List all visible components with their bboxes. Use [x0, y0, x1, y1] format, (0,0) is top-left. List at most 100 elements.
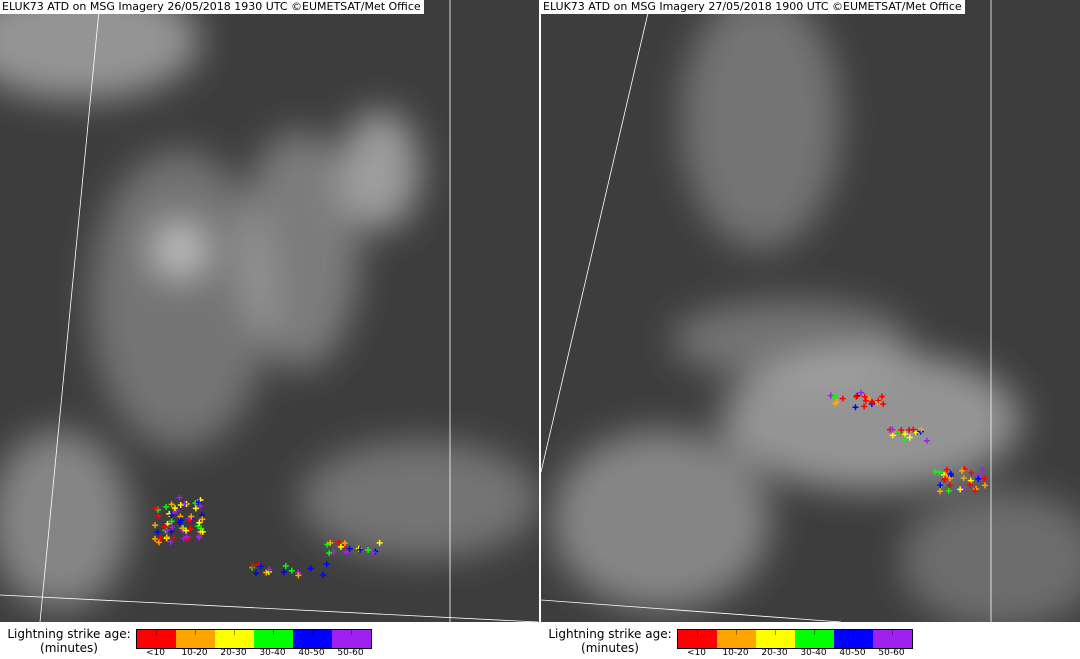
- lightning-strike-marker: [972, 488, 979, 495]
- lightning-strike-marker: [979, 466, 986, 473]
- lightning-strike-marker: [249, 562, 256, 569]
- satellite-image: [541, 0, 1080, 622]
- lightning-strike-marker: [861, 403, 868, 410]
- lightning-strike-marker: [196, 519, 203, 526]
- legend-swatch: [717, 630, 756, 648]
- lightning-strike-marker: [171, 505, 178, 512]
- lightning-strike-marker: [163, 534, 170, 541]
- lightning-strike-marker: [906, 434, 913, 441]
- cloud: [901, 490, 1080, 622]
- legend-title: Lightning strike age:: [7, 627, 131, 641]
- lightning-strike-marker: [188, 513, 195, 520]
- lightning-strike-marker: [154, 529, 161, 536]
- cloud: [0, 0, 200, 100]
- lightning-strike-marker: [975, 475, 982, 482]
- lightning-strike-marker: [918, 426, 925, 433]
- legend-tick-label: 50-60: [878, 648, 905, 658]
- lightning-strike-marker: [288, 567, 295, 574]
- lightning-strike-marker: [943, 466, 950, 473]
- lightning-strike-marker: [195, 523, 202, 530]
- cloud: [0, 430, 130, 610]
- graticule-line: [0, 594, 539, 622]
- lightning-strike-marker: [176, 494, 183, 501]
- lightning-strike-marker: [852, 404, 859, 411]
- lightning-strike-marker: [858, 389, 865, 396]
- graticule-line: [541, 0, 652, 473]
- lightning-strike-marker: [967, 481, 974, 488]
- lightning-strike-marker: [910, 426, 917, 433]
- lightning-strike-marker: [936, 469, 943, 476]
- imagery-panel-left: ELUK73 ATD on MSG Imagery 26/05/2018 193…: [0, 0, 539, 659]
- lightning-strike-marker: [343, 549, 350, 556]
- lightning-strike-marker: [330, 548, 337, 555]
- satellite-imagery: [0, 0, 539, 622]
- lightning-strike-marker: [168, 518, 175, 525]
- lightning-strike-marker: [169, 524, 176, 531]
- lightning-strike-marker: [902, 436, 909, 443]
- lightning-strike-marker: [167, 538, 174, 545]
- lightning-strike-marker: [889, 426, 896, 433]
- legend-title: Lightning strike age:: [548, 627, 672, 641]
- lightning-strike-marker: [177, 501, 184, 508]
- legend-tick-label: 20-30: [761, 648, 788, 658]
- lightning-strike-marker: [875, 397, 882, 404]
- lightning-strike-marker: [960, 475, 967, 482]
- legend-tick-label: 20-30: [220, 648, 247, 658]
- lightning-legend: Lightning strike age: (minutes) <10 10-20…: [0, 622, 539, 659]
- cloud: [300, 440, 539, 560]
- legend-units: (minutes): [40, 641, 98, 655]
- color-scale-bar: [677, 629, 913, 649]
- lightning-strike-marker: [356, 546, 363, 553]
- lightning-strike-marker: [163, 503, 170, 510]
- legend-tick-label: 30-40: [259, 648, 286, 658]
- lightning-strike-marker: [337, 543, 344, 550]
- lightning-strike-marker: [832, 400, 839, 407]
- lightning-strike-marker: [176, 519, 183, 526]
- lightning-strike-marker: [898, 427, 905, 434]
- lightning-strike-marker: [889, 432, 896, 439]
- legend-tick-label: <10: [146, 648, 165, 658]
- lightning-strike-marker: [937, 482, 944, 489]
- lightning-strike-marker: [183, 527, 190, 534]
- lightning-strike-marker: [152, 505, 159, 512]
- lightning-strike-marker: [854, 392, 861, 399]
- lightning-strike-marker: [946, 482, 953, 489]
- lightning-strike-marker: [170, 534, 177, 541]
- lightning-strike-marker: [168, 501, 175, 508]
- lightning-strike-marker: [155, 539, 162, 546]
- lightning-strike-marker: [266, 566, 273, 573]
- legend-label: Lightning strike age: (minutes): [6, 627, 132, 655]
- legend-swatch: [332, 630, 371, 648]
- lightning-strike-marker: [335, 539, 342, 546]
- image-title: ELUK73 ATD on MSG Imagery 27/05/2018 190…: [541, 0, 965, 14]
- lightning-strike-marker: [320, 571, 327, 578]
- lightning-strike-marker: [878, 393, 885, 400]
- imagery-panel-right: ELUK73 ATD on MSG Imagery 27/05/2018 190…: [541, 0, 1080, 659]
- lightning-strike-marker: [341, 540, 348, 547]
- lightning-strike-marker: [370, 549, 377, 556]
- cloud: [240, 130, 360, 370]
- lightning-strike-marker: [253, 570, 260, 577]
- legend-tick-label: 40-50: [298, 648, 325, 658]
- legend-swatch: [176, 630, 215, 648]
- cloud: [681, 0, 841, 250]
- lightning-strike-marker: [280, 569, 287, 576]
- lightning-strike-marker: [198, 525, 205, 532]
- legend-swatch: [873, 630, 912, 648]
- legend-tick-label: 10-20: [722, 648, 749, 658]
- lightning-strike-marker: [945, 487, 952, 494]
- lightning-legend: Lightning strike age: (minutes) <10 10-20…: [541, 622, 1080, 659]
- lightning-strike-marker: [853, 393, 860, 400]
- lightning-strike-marker: [157, 535, 164, 542]
- lightning-strike-marker: [195, 499, 202, 506]
- legend-label: Lightning strike age: (minutes): [547, 627, 673, 655]
- lightning-strike-marker: [831, 393, 838, 400]
- color-scale-labels: <10 10-20 20-30 30-40 40-50 50-60: [136, 648, 370, 658]
- graticule-line: [39, 0, 101, 622]
- lightning-strike-marker: [365, 546, 372, 553]
- lightning-strike-marker: [197, 502, 204, 509]
- lightning-strike-marker: [942, 475, 949, 482]
- lightning-strike-marker: [183, 533, 190, 540]
- lightning-strike-marker: [187, 525, 194, 532]
- lightning-strike-marker: [164, 527, 171, 534]
